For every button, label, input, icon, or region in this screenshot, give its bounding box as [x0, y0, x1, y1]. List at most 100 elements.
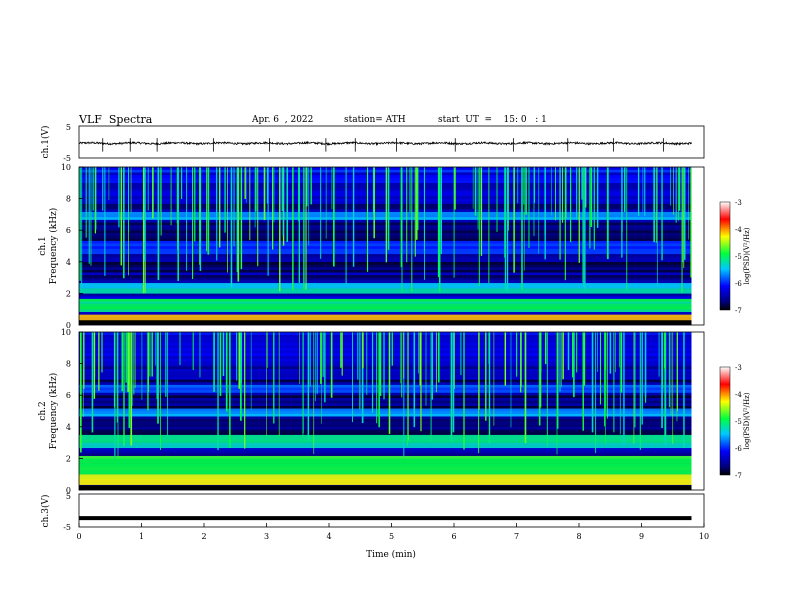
ch2-spec-row-17 [79, 442, 692, 446]
ch1-spec-ytick-label-3: 6 [66, 226, 71, 235]
ch1-spec-row-50 [79, 190, 692, 194]
ch2-colorbar-tick-0: -3 [735, 364, 742, 372]
ch1-spec-ytick-label-0: 0 [66, 321, 71, 330]
ch2-spec-row-54 [79, 345, 692, 348]
ch1-spec-row-55 [79, 177, 692, 181]
ch2-spec-row-52 [79, 350, 692, 354]
x-tick-label-4: 4 [326, 532, 331, 541]
ch1-spec-row-24 [79, 259, 692, 262]
ch1-colorbar-tick-2: -5 [735, 253, 742, 261]
ch2-spec-row-15 [79, 447, 692, 451]
ch1-spec-row-45 [79, 203, 692, 207]
ch1-spec-row-48 [79, 195, 692, 199]
figure-title: VLF Spectra [79, 113, 153, 126]
ch1-spec-row-56 [79, 174, 692, 178]
ch2-spec-row-53 [79, 347, 692, 351]
ch1-spec-row-40 [79, 217, 692, 220]
ch2-spec-row-24 [79, 424, 692, 427]
ch2-spec-row-10 [79, 461, 692, 464]
ch2-spec-row-45 [79, 368, 692, 372]
ch1-waveform-trace [78, 140, 692, 147]
x-tick-label-5: 5 [389, 532, 394, 541]
ch1-spec-row-15 [79, 282, 692, 286]
ch1-colorbar-tick-0: -3 [735, 199, 742, 207]
ch2-colorbar-ticks: -3 -4 -5 -6 -7 [735, 364, 742, 480]
ch1-spec-row-7 [79, 303, 692, 307]
ch2-spec-yticks: 0 2 4 6 8 10 [61, 328, 83, 495]
ch2-spec-row-7 [79, 468, 692, 472]
ch1-spec-ylabel-line1: ch.1 [38, 236, 48, 255]
ch1-spec-row-39 [79, 219, 692, 223]
ch2-spec-ytick-label-0: 0 [66, 486, 71, 495]
ch2-colorbar-tick-3: -6 [735, 445, 742, 453]
ch1-spec-row-11 [79, 293, 692, 297]
ch2-spec-row-22 [79, 429, 692, 433]
ch2-spec-row-11 [79, 458, 692, 462]
ch2-spec-row-19 [79, 437, 692, 441]
ch2-colorbar-tick-4: -7 [735, 472, 742, 480]
ch2-spec-row-12 [79, 455, 692, 459]
ch3-ytick-bottom: -5 [63, 523, 71, 532]
ch1-spec-row-31 [79, 240, 692, 244]
ch1-spec-row-47 [79, 198, 692, 202]
ch1-spec-row-36 [79, 227, 692, 231]
ch1-spec-row-35 [79, 230, 692, 234]
ch1-spec-row-59 [79, 167, 692, 170]
ch1-spec-row-10 [79, 296, 692, 299]
ch2-colorbar: -3 -4 -5 -6 -7 log(PSD)(V²/Hz) [719, 364, 751, 480]
ch1-spec-ytick-label-5: 10 [61, 163, 71, 172]
ch1-spec-ytick-label-4: 8 [66, 195, 71, 204]
ch2-spec-row-26 [79, 418, 692, 422]
ch2-spec-row-38 [79, 387, 692, 391]
ch1-panel-frame [78, 125, 705, 159]
ch2-spec-row-27 [79, 416, 692, 420]
ch1-spec-row-58 [79, 169, 692, 173]
ch2-spec-row-9 [79, 463, 692, 467]
ch1-spec-row-46 [79, 201, 692, 205]
ch2-spec-row-23 [79, 426, 692, 430]
x-tick-label-6: 6 [451, 532, 456, 541]
ch2-spec-row-28 [79, 413, 692, 417]
ch1-spec-row-18 [79, 274, 692, 278]
ch3-ylabel: ch.3(V) [40, 495, 51, 528]
ch1-spec-row-42 [79, 211, 692, 215]
ch2-spec-row-8 [79, 466, 692, 470]
ch1-spec-yticks: 0 2 4 6 8 10 [61, 163, 83, 330]
x-tick-label-3: 3 [264, 532, 269, 541]
x-tick-label-1: 1 [139, 532, 144, 541]
ch1-spec-row-19 [79, 272, 692, 276]
ch1-colorbar-tick-1: -4 [735, 226, 742, 234]
ch1-colorbar-label: log(PSD)(V²/Hz) [743, 227, 751, 284]
ch1-colorbar-gradient [719, 201, 731, 311]
ch2-spec-row-34 [79, 397, 692, 401]
ch1-colorbar-tick-4: -7 [735, 307, 742, 315]
x-tick-label-10: 10 [699, 532, 709, 541]
ch1-colorbar-tick-3: -6 [735, 280, 742, 288]
ch1-spec-row-13 [79, 288, 692, 291]
ch2-spec-row-39 [79, 384, 692, 388]
ch1-spec-ytick-label-1: 2 [66, 289, 71, 298]
ch1-spec-row-52 [79, 185, 692, 189]
ch2-spec-row-35 [79, 395, 692, 399]
ch1-spec-row-16 [79, 280, 692, 284]
ch2-spec-row-51 [79, 353, 692, 356]
ch1-spec-row-12 [79, 290, 692, 294]
ch1-spec-row-41 [79, 214, 692, 218]
ch1-spec-row-6 [79, 306, 692, 310]
ch2-spec-row-46 [79, 366, 692, 370]
date-label: Apr. 6 , 2022 [252, 115, 314, 125]
ch1-spec-row-54 [79, 180, 692, 183]
ch2-spec-row-33 [79, 400, 692, 404]
ch2-spec-low-band [79, 485, 692, 490]
ch2-spec-row-21 [79, 432, 692, 435]
ch2-colorbar-gradient [719, 366, 731, 476]
ch1-colorbar: -3 -4 -5 -6 -7 log(PSD)(V²/Hz) [719, 199, 751, 315]
ch2-spec-row-20 [79, 434, 692, 438]
ch1-spectrogram-frame [78, 166, 705, 326]
x-tick-label-2: 2 [201, 532, 206, 541]
ch1-spec-row-38 [79, 222, 692, 226]
ch1-spec-row-37 [79, 224, 692, 228]
ch1-spec-row-2 [79, 317, 692, 320]
ch2-spec-row-32 [79, 403, 692, 406]
ch1-spec-row-29 [79, 246, 692, 249]
